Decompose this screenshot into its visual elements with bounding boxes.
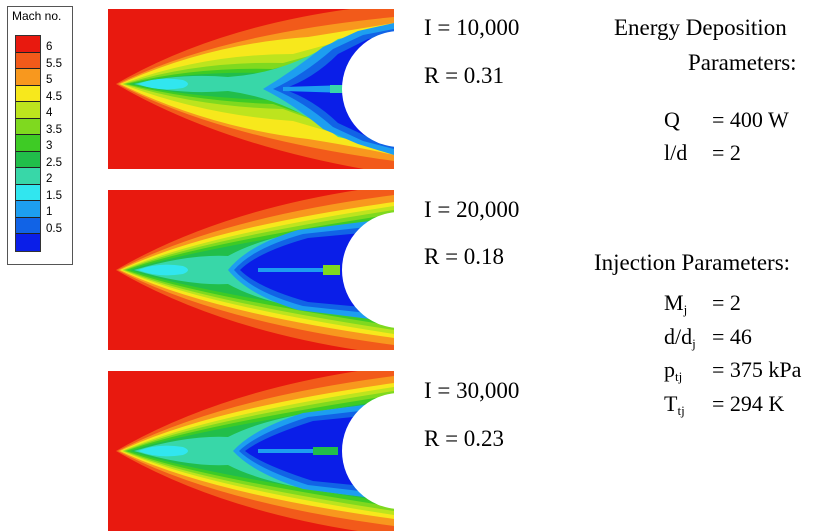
legend-swatch (16, 102, 40, 119)
legend-tick: 2.5 (46, 157, 62, 169)
param-symbol: Q (664, 107, 680, 132)
mach-legend: Mach no. 6 5.5 5 4.5 4 3.5 3 2.5 2 1.5 1… (7, 6, 73, 265)
legend-swatch (16, 135, 40, 152)
param-symbol: d/d (664, 324, 693, 349)
legend-tick: 1.5 (46, 190, 62, 202)
legend-tick: 5.5 (46, 58, 62, 70)
legend-tick: 2 (46, 173, 53, 185)
legend-title: Mach no. (12, 9, 62, 23)
legend-tick: 3 (46, 140, 53, 152)
energy-param-Q: Q = 400 W (664, 107, 829, 135)
legend-tick: 1 (46, 206, 53, 218)
mach-contour-plot-3 (108, 371, 394, 531)
param-value: = 375 kPa (712, 357, 802, 382)
injection-param-ddj: d/dj = 46 (664, 324, 834, 352)
legend-swatch (16, 234, 40, 251)
injection-param-Mj: Mj = 2 (664, 290, 834, 318)
energy-heading-line2: Parameters: (688, 50, 797, 75)
case-2-I-label: I = 20,000 (424, 197, 520, 222)
mach-contour-plot-2 (108, 190, 394, 350)
legend-swatch (16, 69, 40, 86)
param-symbol: T (664, 391, 678, 416)
injection-param-ptj: ptj = 375 kPa (664, 357, 834, 385)
legend-swatch (16, 85, 40, 102)
param-symbol: M (664, 290, 684, 315)
case-3-I-label: I = 30,000 (424, 378, 520, 403)
param-value: = 2 (712, 140, 741, 165)
legend-swatch (16, 201, 40, 218)
injection-heading: Injection Parameters: (594, 250, 791, 275)
mach-contour-plot-1 (108, 9, 394, 169)
legend-tick: 5 (46, 74, 53, 86)
param-value: = 400 W (712, 107, 789, 132)
energy-param-ld: l/d = 2 (664, 140, 829, 168)
param-value: = 2 (712, 290, 741, 315)
legend-swatch (16, 168, 40, 185)
param-subscript: tj (677, 403, 685, 418)
energy-heading-line1: Energy Deposition (614, 15, 787, 40)
injection-param-Ttj: Ttj = 294 K (664, 391, 834, 419)
param-subscript: j (692, 336, 696, 351)
param-value: = 294 K (712, 391, 785, 416)
legend-swatch (16, 217, 40, 234)
param-subscript: j (683, 302, 688, 317)
param-subscript: tj (675, 369, 683, 384)
legend-swatch (16, 184, 40, 201)
param-value: = 46 (712, 324, 752, 349)
legend-swatch (16, 36, 40, 53)
legend-swatch (16, 118, 40, 135)
param-symbol: l/d (664, 140, 688, 165)
legend-colorbar (15, 35, 41, 252)
legend-tick: 4 (46, 107, 53, 119)
case-1-R-label: R = 0.31 (424, 63, 505, 88)
case-2-R-label: R = 0.18 (424, 244, 505, 269)
legend-tick: 0.5 (46, 223, 62, 235)
legend-swatch (16, 151, 40, 168)
case-1-I-label: I = 10,000 (424, 15, 520, 40)
legend-tick: 4.5 (46, 91, 62, 103)
legend-tick: 3.5 (46, 124, 62, 136)
param-symbol: p (664, 357, 675, 382)
case-3-R-label: R = 0.23 (424, 426, 505, 451)
legend-tick: 6 (46, 41, 53, 53)
legend-swatch (16, 52, 40, 69)
